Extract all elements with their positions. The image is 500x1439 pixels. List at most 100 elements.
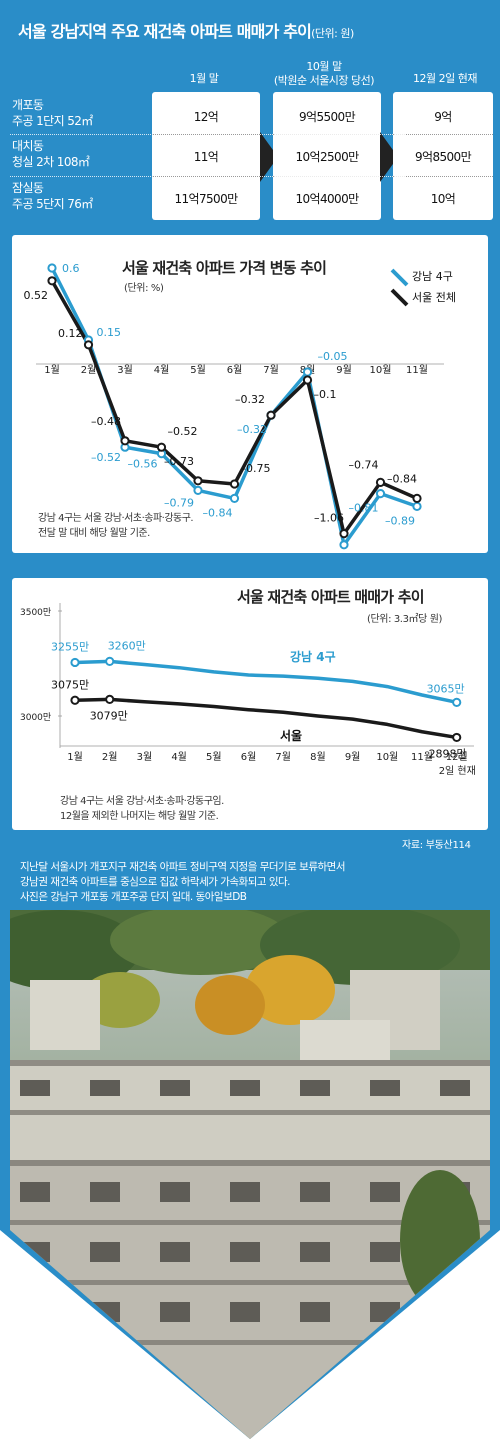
data-label-gangnam: 0.15 <box>97 326 122 339</box>
data-label-gangnam: –0.52 <box>91 451 121 464</box>
x-tick-label: 10월 <box>370 364 392 376</box>
y-tick-label: 3000만 <box>20 712 51 723</box>
point-seoul <box>375 477 386 487</box>
x-tick-label: 7월 <box>275 751 291 763</box>
point-seoul <box>70 695 80 705</box>
data-label-gangnam: 3255만 <box>51 640 89 653</box>
cell-r2-c3: 9억8500만 <box>414 150 472 164</box>
data-label-seoul: 0.52 <box>24 289 49 302</box>
source-text: 자료: 부동산114 <box>402 840 471 851</box>
x-tick-label: 6월 <box>241 751 257 763</box>
x-tick-label: 8월 <box>310 751 326 763</box>
arrow-right-icon <box>260 132 278 182</box>
chart1-unit: (단위: %) <box>124 283 164 294</box>
x-tick-label: 4월 <box>171 751 187 763</box>
cell-r1-c3: 9억 <box>434 110 452 124</box>
row-label-daechi: 대치동 청실 2차 108㎡ <box>12 139 90 169</box>
x-tick-label: 2월 <box>102 751 118 763</box>
point-gangnam <box>229 493 240 503</box>
x-tick-label: 1월 <box>67 751 83 763</box>
legend-swatch-seoul <box>390 288 409 307</box>
data-label-gangnam: 0.6 <box>62 262 80 275</box>
point-seoul <box>452 732 462 743</box>
data-label-seoul: –1.06 <box>314 512 344 525</box>
series-line-gangnam <box>74 659 458 705</box>
chart2-title: 서울 재건축 아파트 매매가 추이 <box>237 588 425 606</box>
divider <box>393 134 493 135</box>
series-line-seoul <box>74 697 457 740</box>
chart1-notes: 강남 4구는 서울 강남·서초·송파·강동구. 전달 말 대비 해당 월말 기준… <box>38 513 194 539</box>
price-table: 1월 말 10월 말 (박원순 서울시장 당선) 12월 2일 현재 12억 1… <box>0 60 500 230</box>
x-tick-label: 7월 <box>263 364 279 376</box>
y-tick-label: 3500만 <box>20 607 51 618</box>
x-tick-label: 12월 <box>446 751 468 763</box>
title-unit: (단위: 원) <box>311 27 354 40</box>
data-label-gangnam: 3065만 <box>427 682 465 695</box>
x-tick-label: 11월 <box>406 364 428 376</box>
data-label-seoul: –0.32 <box>235 393 265 406</box>
col-dec-panel: 9억 9억8500만 10억 <box>393 92 493 220</box>
cell-r1-c1: 12억 <box>193 110 219 124</box>
x-tick-label: 11월 <box>411 751 433 763</box>
x-tick-label: 1월 <box>44 364 60 376</box>
cell-r2-c1: 11억 <box>193 150 219 164</box>
point-seoul <box>302 375 313 385</box>
point-seoul <box>339 529 349 539</box>
data-label-gangnam: –0.32 <box>237 423 267 436</box>
data-label-seoul: 3075만 <box>51 678 89 691</box>
data-label-seoul: –0.75 <box>241 462 271 475</box>
row-label-jamsil: 잠실동 주공 5단지 76㎡ <box>12 181 93 211</box>
data-label-seoul: –0.52 <box>168 425 198 438</box>
data-label-seoul: 2898만 <box>429 747 467 760</box>
point-gangnam <box>452 697 462 707</box>
x-tick-label: 4월 <box>154 364 170 376</box>
data-label-gangnam: 3260만 <box>108 639 146 652</box>
chart-price-level: 서울 재건축 아파트 매매가 추이 (단위: 3.3㎡당 원) 3500만 300… <box>12 578 488 830</box>
chart2-notes: 강남 4구는 서울 강남·서초·송파·강동구임. 12월을 제외한 나머지는 해… <box>60 796 224 822</box>
data-label-seoul: 0.12 <box>58 327 83 340</box>
point-gangnam <box>339 540 349 550</box>
x-tick-label: 3월 <box>137 751 153 763</box>
x-tick-label: 2월 <box>81 364 97 376</box>
point-seoul <box>266 410 276 420</box>
row-divider <box>10 176 405 177</box>
point-seoul <box>83 340 94 350</box>
row-label-gaepo: 개포동 주공 1단지 52㎡ <box>12 98 93 128</box>
x-tick-label: 6월 <box>227 364 243 376</box>
data-label-gangnam: –0.79 <box>164 496 194 509</box>
data-label-gangnam: –0.89 <box>385 514 415 527</box>
chart1-title: 서울 재건축 아파트 가격 변동 추이 <box>122 259 327 277</box>
page-title: 서울 강남지역 주요 재건축 아파트 매매가 추이(단위: 원) <box>18 22 354 41</box>
cell-r1-c2: 9억5500만 <box>298 110 356 124</box>
point-gangnam <box>193 485 203 495</box>
series-name-seoul: 서울 <box>280 728 302 743</box>
data-label-seoul: –0.1 <box>314 388 337 401</box>
chart-price-change: 서울 재건축 아파트 가격 변동 추이 (단위: %) 1월 2월 3월 4월 5월 6월… <box>12 235 488 553</box>
x-tick-sublabel: 2일 현재 <box>439 765 476 777</box>
data-label-seoul: –0.74 <box>349 458 379 471</box>
point-gangnam <box>70 657 80 668</box>
col-header-jan: 1월 말 <box>189 72 219 85</box>
col-oct-panel: 9억5500만 10억2500만 10억4000만 <box>273 92 381 220</box>
series-name-gangnam: 강남 4구 <box>290 649 336 664</box>
cell-r2-c2: 10억2500만 <box>295 150 359 164</box>
col-jan-panel: 12억 11억 11억7500만 <box>152 92 260 220</box>
point-gangnam <box>105 656 115 667</box>
photo-caption: 지난달 서울시가 개포지구 재건축 아파트 정비구역 지정을 무더기로 보류하면… <box>20 861 345 903</box>
data-label-seoul: –0.48 <box>91 415 121 428</box>
divider <box>393 176 493 177</box>
point-seoul <box>229 479 240 489</box>
legend-label-seoul: 서울 전체 <box>412 291 456 304</box>
row-divider <box>10 134 405 135</box>
point-seoul <box>156 442 167 452</box>
x-tick-label: 9월 <box>345 751 361 763</box>
point-seoul <box>47 276 57 286</box>
col-header-oct: 10월 말 (박원순 서울시장 당선) <box>273 60 375 87</box>
chart2-unit: (단위: 3.3㎡당 원) <box>367 614 443 625</box>
chart2-plot: 3500만 3000만 1월 2월 3월 4월 5월 6월 7월 8월 9월 10월 11월 12월 2일 … <box>20 603 476 777</box>
col-header-dec: 12월 2일 현재 <box>413 72 477 85</box>
data-label-seoul: –0.84 <box>387 472 417 485</box>
point-seoul <box>120 436 130 446</box>
data-label-seoul: –0.73 <box>164 455 194 468</box>
